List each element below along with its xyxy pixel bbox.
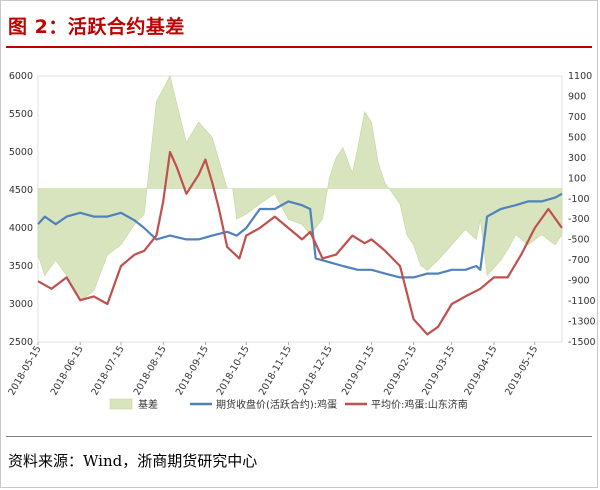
basis-chart: 2500 3000 3500 4000 4500 5000 5500 6000 -1500 -13… xyxy=(6,71,596,411)
source-rule xyxy=(6,436,592,437)
y-left-tick-label: 2500 xyxy=(9,337,33,348)
x-tick-label: 2018-08-15 xyxy=(132,344,169,397)
y-left-tick-label: 3000 xyxy=(9,299,33,310)
x-tick-label: 2018-09-15 xyxy=(174,344,211,397)
y-right-tick-label: 300 xyxy=(568,153,586,164)
legend-label-basis: 基差 xyxy=(138,398,158,411)
x-tick-label: 2019-02-15 xyxy=(382,344,419,397)
x-tick-label: 2019-05-15 xyxy=(503,344,540,397)
y-right-tick-label: -1300 xyxy=(568,317,596,328)
legend: 基差 期货收盘价(活跃合约):鸡蛋 平均价:鸡蛋:山东济南 xyxy=(109,398,468,411)
legend-label-futures: 期货收盘价(活跃合约):鸡蛋 xyxy=(216,398,337,411)
y-right-tick-label: 700 xyxy=(568,112,586,123)
futures-price-line xyxy=(37,192,563,279)
legend-label-spot: 平均价:鸡蛋:山东济南 xyxy=(371,398,468,411)
y-right-tick-label: -300 xyxy=(568,214,590,225)
figure-title: 图 2：活跃合约基差 xyxy=(8,16,185,38)
y-right-tick-label: -1100 xyxy=(568,296,596,307)
basis-area-layer xyxy=(37,75,563,302)
y-left-tick-label: 3500 xyxy=(9,261,33,272)
y-left-tick-label: 6000 xyxy=(9,71,33,82)
x-tick-label: 2018-06-15 xyxy=(49,344,86,397)
y-right-tick-label: -1500 xyxy=(568,337,596,348)
y-right-tick-label: -700 xyxy=(568,255,590,266)
y-right-tick-label: 500 xyxy=(568,132,586,143)
y-right-tick-label: -100 xyxy=(568,194,590,205)
price-lines-layer xyxy=(37,150,563,336)
basis-area xyxy=(37,75,563,302)
y-right-tick-label: -900 xyxy=(568,276,590,287)
y-right-tick-label: -500 xyxy=(568,235,590,246)
x-tick-label: 2019-04-15 xyxy=(462,344,499,397)
x-tick-label: 2019-03-15 xyxy=(420,344,457,397)
source-note: 资料来源：Wind，浙商期货研究中心 xyxy=(8,452,258,470)
y-left-tick-label: 5500 xyxy=(9,109,33,120)
x-tick-label: 2018-12-15 xyxy=(298,344,335,397)
y-left-tick-label: 4500 xyxy=(9,185,33,196)
y-right-tick-label: 900 xyxy=(568,91,586,102)
spot-price-line xyxy=(37,150,563,336)
x-tick-label: 2018-10-15 xyxy=(215,344,252,397)
x-tick-label: 2018-11-15 xyxy=(257,344,294,397)
legend-swatch-basis xyxy=(109,398,133,410)
x-tick-label: 2018-07-15 xyxy=(89,344,126,397)
y-right-tick-label: 100 xyxy=(568,173,586,184)
x-tick-label: 2018-05-15 xyxy=(6,344,43,397)
title-rule xyxy=(6,46,592,48)
y-right-tick-label: 1100 xyxy=(568,71,592,82)
y-left-tick-label: 5000 xyxy=(9,147,33,158)
x-tick-label: 2019-01-15 xyxy=(340,344,377,397)
y-left-tick-label: 4000 xyxy=(9,223,33,234)
